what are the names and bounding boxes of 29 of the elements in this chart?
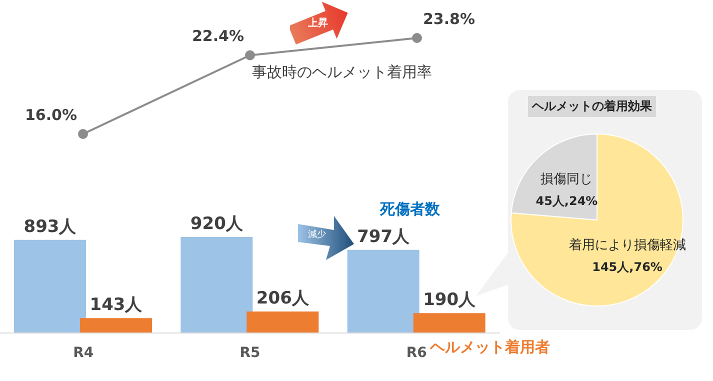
text: 上昇: [308, 16, 328, 30]
data-label: 893人: [24, 216, 78, 237]
series-label: ヘルメット着用者: [430, 338, 550, 357]
data-label: 206人: [256, 288, 310, 309]
bar: [80, 318, 152, 333]
data-label: 920人: [190, 214, 244, 234]
annotation: 減少: [308, 228, 326, 241]
data-label: 797人: [357, 226, 411, 247]
data-label: 143人: [90, 295, 144, 316]
x-tick-label: R6: [406, 344, 427, 361]
data-label: 22.4%: [192, 27, 244, 46]
bar: [14, 240, 86, 333]
pie-slice: [510, 134, 684, 306]
bar: [413, 313, 486, 333]
bar: [246, 312, 319, 333]
data-label: 145人,76%: [592, 260, 662, 274]
chart-title: ヘルメットの着用効果: [528, 96, 656, 117]
bar: [180, 237, 253, 333]
data-label: 16.0%: [24, 106, 78, 124]
x-tick-label: R5: [240, 344, 260, 361]
text: 死傷者数: [380, 200, 440, 219]
x-tick-label: R4: [73, 344, 94, 361]
bar: [347, 250, 420, 333]
data-label: 23.8%: [422, 10, 476, 28]
slice-label: 損傷同じ: [540, 172, 593, 188]
data-label: 190人: [423, 290, 477, 310]
slice-label: 着用により損傷軽減: [568, 236, 686, 253]
data-label: 45人,24%: [536, 194, 598, 208]
series-label: 事故時のヘルメット着用率: [252, 63, 432, 82]
